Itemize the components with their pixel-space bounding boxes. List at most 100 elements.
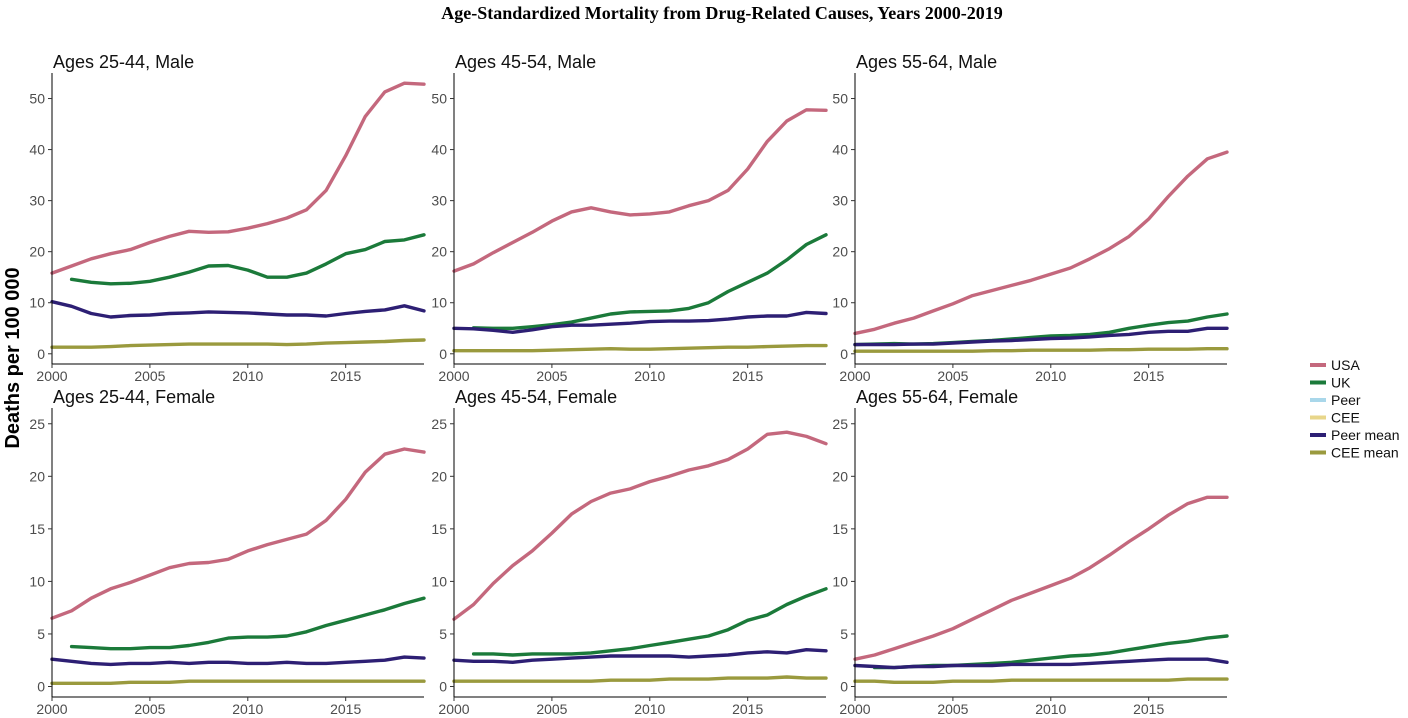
series-line-cee-mean xyxy=(853,347,1229,353)
x-tick-label: 2005 xyxy=(134,701,165,717)
series-line-uk xyxy=(69,596,426,651)
x-tick-label: 2005 xyxy=(134,368,165,384)
series-line-peer-mean xyxy=(452,648,828,664)
legend-label-cee: CEE xyxy=(1331,410,1360,426)
x-tick-label: 2015 xyxy=(732,368,763,384)
panel-ages-25-44-female: Ages 25-44, Female 0 5 10 15 20 25 2000 2005 2010… xyxy=(29,387,426,717)
y-tick-label: 50 xyxy=(431,91,447,107)
panel-title: Ages 55-64, Male xyxy=(856,52,997,72)
series-line-usa xyxy=(853,495,1229,661)
x-tick-label: 2005 xyxy=(536,368,567,384)
x-tick-label: 2015 xyxy=(1133,701,1164,717)
chart-title: Age-Standardized Mortality from Drug-Rel… xyxy=(441,3,1002,23)
panel-ages-55-64-female: Ages 55-64, Female 0 5 10 15 20 25 2000 2005 2010… xyxy=(832,387,1229,717)
y-tick-label: 40 xyxy=(431,142,447,158)
y-tick-label: 25 xyxy=(431,416,447,432)
x-tick-label: 2015 xyxy=(1133,368,1164,384)
legend-label-uk: UK xyxy=(1331,375,1351,391)
x-tick-label: 2010 xyxy=(1035,368,1066,384)
legend-label-usa: USA xyxy=(1331,357,1360,373)
series-line-usa xyxy=(50,447,426,620)
y-tick-label: 20 xyxy=(832,468,848,484)
y-tick-label: 40 xyxy=(832,142,848,158)
x-tick-label: 2000 xyxy=(36,701,67,717)
y-tick-label: 20 xyxy=(29,244,45,260)
y-tick-label: 0 xyxy=(439,346,447,362)
panel-title: Ages 45-54, Female xyxy=(455,387,617,407)
y-tick-label: 5 xyxy=(439,626,447,642)
series-lines xyxy=(50,81,426,349)
series-line-usa xyxy=(50,81,426,275)
series-line-peer-mean xyxy=(50,655,426,667)
y-tick-label: 30 xyxy=(29,193,45,209)
panel-title: Ages 25-44, Male xyxy=(53,52,194,72)
y-tick-label: 50 xyxy=(832,91,848,107)
series-line-usa xyxy=(853,150,1229,336)
y-tick-label: 15 xyxy=(431,521,447,537)
legend-label-cee-mean: CEE mean xyxy=(1331,445,1399,461)
series-lines xyxy=(50,447,426,685)
panel-title: Ages 25-44, Female xyxy=(53,387,215,407)
panel-title: Ages 45-54, Male xyxy=(455,52,596,72)
x-tick-label: 2000 xyxy=(36,368,67,384)
series-line-cee-mean xyxy=(452,675,828,683)
series-line-peer-mean xyxy=(853,657,1229,670)
panel-ages-25-44-male: Ages 25-44, Male 0 10 20 30 40 50 2000 2005 2010 2… xyxy=(29,52,426,384)
series-lines xyxy=(452,430,828,683)
x-tick-label: 2010 xyxy=(634,701,665,717)
panel-ages-45-54-female: Ages 45-54, Female 0 5 10 15 20 25 2000 2005 2010… xyxy=(431,387,828,717)
x-tick-label: 2005 xyxy=(937,701,968,717)
y-tick-label: 25 xyxy=(29,416,45,432)
y-tick-label: 0 xyxy=(37,346,45,362)
series-line-cee-mean xyxy=(50,338,426,349)
series-lines xyxy=(853,495,1229,684)
x-tick-label: 2000 xyxy=(839,701,870,717)
y-tick-label: 20 xyxy=(431,468,447,484)
y-tick-label: 10 xyxy=(832,295,848,311)
x-tick-label: 2010 xyxy=(634,368,665,384)
y-tick-label: 10 xyxy=(29,295,45,311)
series-line-uk xyxy=(471,233,828,330)
series-line-peer-mean xyxy=(50,300,426,319)
x-tick-label: 2000 xyxy=(438,701,469,717)
series-line-uk xyxy=(69,233,426,286)
series-line-uk xyxy=(471,587,828,657)
y-tick-label: 0 xyxy=(840,346,848,362)
series-lines xyxy=(452,108,828,353)
series-line-peer-mean xyxy=(452,310,828,334)
x-tick-label: 2015 xyxy=(330,701,361,717)
y-tick-label: 10 xyxy=(431,295,447,311)
y-tick-label: 5 xyxy=(840,626,848,642)
x-tick-label: 2015 xyxy=(330,368,361,384)
series-line-cee-mean xyxy=(50,679,426,685)
y-tick-label: 5 xyxy=(37,626,45,642)
y-tick-label: 20 xyxy=(29,468,45,484)
y-tick-label: 10 xyxy=(431,573,447,589)
y-tick-label: 0 xyxy=(37,678,45,694)
x-tick-label: 2010 xyxy=(232,701,263,717)
panel-title: Ages 55-64, Female xyxy=(856,387,1018,407)
series-lines xyxy=(853,150,1229,353)
panel-ages-45-54-male: Ages 45-54, Male 0 10 20 30 40 50 2000 2005 2010 2… xyxy=(431,52,828,384)
x-tick-label: 2010 xyxy=(1035,701,1066,717)
series-line-cee-mean xyxy=(853,677,1229,684)
series-line-cee-mean xyxy=(452,343,828,353)
y-tick-label: 15 xyxy=(29,521,45,537)
legend-label-peer: Peer xyxy=(1331,392,1361,408)
x-tick-label: 2005 xyxy=(536,701,567,717)
y-axis-label: Deaths per 100 000 xyxy=(2,267,24,448)
x-tick-label: 2010 xyxy=(232,368,263,384)
y-tick-label: 30 xyxy=(431,193,447,209)
series-line-usa xyxy=(452,430,828,621)
y-tick-label: 50 xyxy=(29,91,45,107)
y-tick-label: 0 xyxy=(840,678,848,694)
x-tick-label: 2000 xyxy=(839,368,870,384)
y-tick-label: 10 xyxy=(832,573,848,589)
x-tick-label: 2015 xyxy=(732,701,763,717)
y-tick-label: 25 xyxy=(832,416,848,432)
panel-ages-55-64-male: Ages 55-64, Male 0 10 20 30 40 50 2000 2005 2010 2… xyxy=(832,52,1229,384)
y-tick-label: 15 xyxy=(832,521,848,537)
